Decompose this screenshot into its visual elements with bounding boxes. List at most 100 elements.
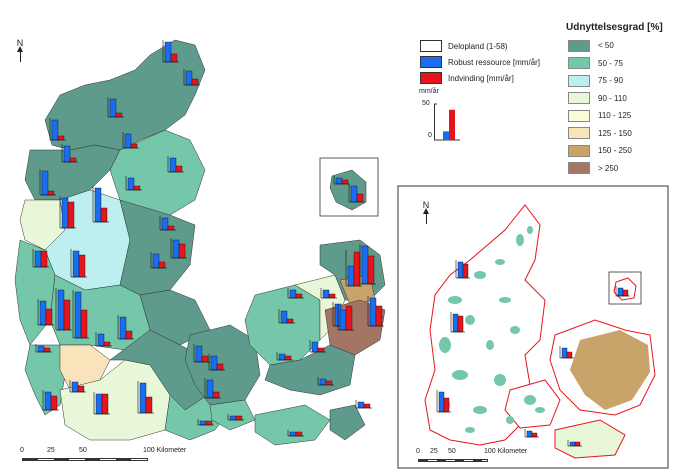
- indvinding-bar: [130, 143, 138, 149]
- robust-bar: [37, 345, 45, 353]
- indvinding-bar: [216, 363, 224, 371]
- bar-pair: [193, 344, 210, 363]
- north-label: N: [16, 38, 24, 48]
- bar-pair: [70, 249, 87, 278]
- bar-pair: [42, 390, 59, 411]
- bar-pair: [615, 286, 630, 297]
- robust-bar: [278, 353, 286, 361]
- robust-bar: [617, 287, 624, 297]
- indvinding-bar: [212, 391, 220, 399]
- legend-item-delopland: Delopland (1-58): [420, 38, 540, 54]
- legend-class-swatch: [568, 109, 590, 122]
- funen-south: [209, 399, 256, 431]
- legend-class-7: > 250: [568, 160, 663, 178]
- indvinding-bar: [235, 415, 243, 421]
- bar-pair: [167, 156, 184, 173]
- bornholm-inset-frame: [319, 157, 379, 217]
- robust-bar: [311, 341, 319, 353]
- robust-bar: [169, 157, 177, 173]
- bar-pair: [37, 299, 54, 326]
- robust-bar: [95, 393, 103, 415]
- robust-bar: [139, 382, 147, 414]
- mini-chart-svg: [434, 103, 460, 141]
- bar-pair: [320, 288, 337, 299]
- indvinding-bar: [295, 293, 303, 299]
- robust-bar: [457, 261, 464, 279]
- indvinding-bar: [80, 309, 88, 339]
- robust-bar: [127, 177, 135, 191]
- bar-pair: [309, 340, 326, 353]
- bar-pair: [117, 315, 134, 340]
- legend-class-1: 50 - 75: [568, 55, 663, 73]
- region-east-jutland-north: [109, 129, 206, 216]
- inset-north-arrow: N: [419, 200, 433, 224]
- bar-pair: [287, 288, 304, 299]
- robust-bar: [71, 381, 79, 393]
- indvinding-bar: [201, 355, 209, 363]
- indvinding-bar: [353, 251, 361, 287]
- indvinding-bar: [47, 190, 55, 196]
- legend-class-6: 150 - 250: [568, 142, 663, 160]
- robust-bar: [72, 250, 80, 278]
- bar-pair: [559, 346, 574, 359]
- bar-pair: [359, 244, 376, 285]
- legend-class-label: 110 - 125: [598, 111, 632, 121]
- legend-class-swatch: [568, 127, 590, 140]
- indvinding-bar: [325, 380, 333, 386]
- north-arrow: N: [13, 38, 27, 62]
- bar-pair: [227, 414, 244, 421]
- robust-bar: [210, 355, 218, 371]
- robust-bar: [41, 170, 49, 196]
- legend-class-2: 75 - 90: [568, 72, 663, 90]
- bar-legend: Delopland (1-58) Robust ressource [mm/år…: [420, 38, 540, 86]
- indvinding-bar: [69, 157, 77, 163]
- scale-inset-tick-25: 25: [430, 448, 438, 455]
- indvinding-bar: [101, 393, 109, 415]
- indvinding-bar: [50, 395, 58, 411]
- inset-bornholm-frame: [608, 271, 642, 305]
- bar-pair: [287, 430, 304, 437]
- bar-pair: [436, 390, 451, 413]
- indvinding-bar: [286, 318, 294, 324]
- scale-inset-tick-50: 50: [448, 448, 456, 455]
- bar-pair: [92, 186, 109, 223]
- robust-bar: [347, 265, 355, 287]
- inset-map: [424, 204, 656, 459]
- bornholm: [329, 169, 367, 211]
- legend-class-label: 150 - 250: [598, 146, 632, 156]
- robust-bar: [452, 313, 459, 333]
- robust-bar: [569, 441, 576, 447]
- legend-class-swatch: [568, 92, 590, 105]
- bar-pair: [72, 290, 89, 339]
- scale-main-tick-0: 0: [20, 447, 24, 454]
- bar-pair: [137, 381, 154, 414]
- scale-bar-inset-graphic: [418, 459, 488, 462]
- legend-class-swatch: [568, 144, 590, 157]
- robust-bar: [369, 297, 377, 327]
- inset-zealand-tan: [570, 330, 650, 410]
- robust-bar: [319, 378, 327, 386]
- bar-pair: [35, 344, 52, 353]
- bar-pair: [59, 196, 76, 229]
- robust-bar: [74, 291, 82, 339]
- bar-pair: [276, 352, 293, 361]
- bar-pair: [333, 176, 350, 185]
- bar-pair: [317, 377, 334, 386]
- indvinding-bar: [284, 355, 292, 361]
- mini-bar-robust: [443, 131, 449, 140]
- robust-bar: [109, 98, 117, 118]
- indvinding-bar: [531, 432, 538, 438]
- legend-swatch-robust: [420, 56, 442, 68]
- indvinding-bar: [167, 225, 175, 231]
- legend-class-label: 90 - 110: [598, 93, 627, 103]
- bar-pair: [69, 380, 86, 393]
- legend-class-swatch: [568, 39, 590, 52]
- bar-pair: [107, 97, 124, 118]
- indvinding-bar: [77, 385, 85, 393]
- bar-pair: [455, 260, 470, 279]
- region-zealand-south: [264, 344, 356, 396]
- indvinding-bar: [367, 255, 375, 285]
- indvinding-bar: [443, 397, 450, 413]
- indvinding-bar: [178, 243, 186, 259]
